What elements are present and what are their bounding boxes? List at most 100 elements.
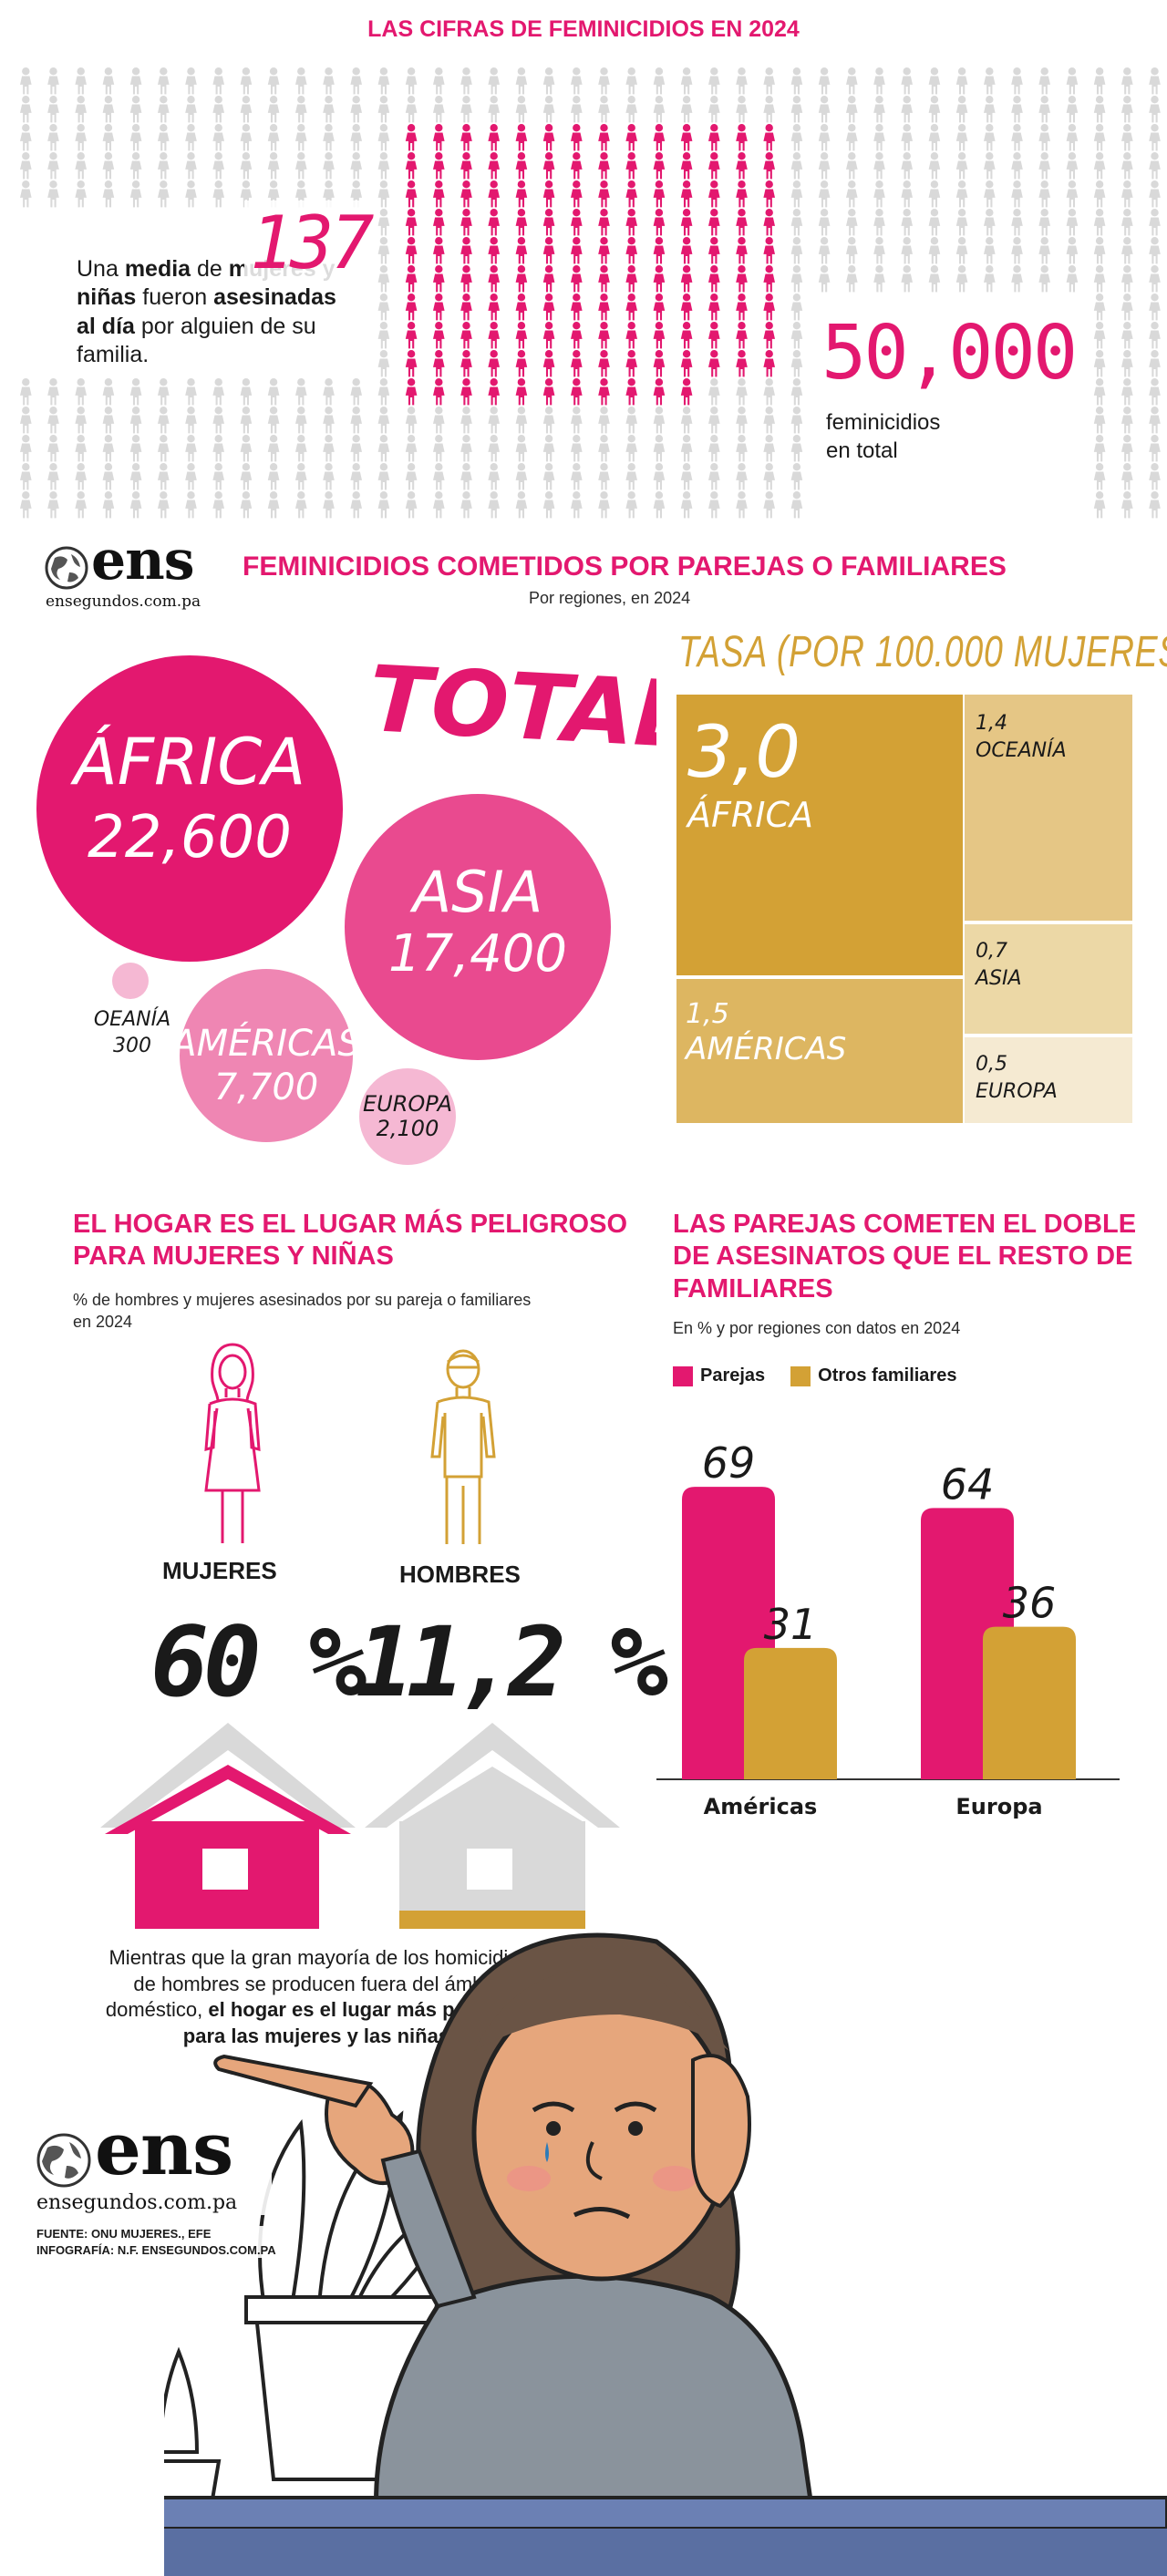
grey-figure bbox=[377, 463, 390, 490]
grey-figure bbox=[1121, 491, 1133, 519]
pink-figure bbox=[488, 209, 500, 236]
grey-figure bbox=[873, 237, 885, 264]
pink-figure bbox=[763, 152, 775, 180]
legend-item-otros: Otros familiares bbox=[790, 1365, 956, 1386]
pink-figure bbox=[708, 152, 720, 180]
grey-figure bbox=[1149, 322, 1161, 349]
grey-figure bbox=[901, 67, 913, 95]
pink-figure bbox=[433, 322, 445, 349]
grey-figure bbox=[598, 407, 610, 434]
grey-figure bbox=[240, 407, 253, 434]
grey-figure bbox=[1093, 124, 1106, 151]
grey-figure bbox=[158, 152, 170, 180]
grey-figure bbox=[1121, 152, 1133, 180]
grey-figure bbox=[955, 237, 968, 264]
pink-figure bbox=[542, 350, 555, 377]
pink-figure bbox=[736, 350, 748, 377]
grey-figure bbox=[873, 209, 885, 236]
pink-figure bbox=[460, 265, 472, 293]
grey-figure bbox=[1066, 96, 1079, 123]
pink-figure bbox=[763, 265, 775, 293]
pink-figure bbox=[598, 237, 610, 264]
grey-figure bbox=[625, 463, 637, 490]
bar-label-otros-américas: 31 bbox=[764, 1600, 818, 1649]
grey-figure bbox=[267, 407, 280, 434]
grey-figure bbox=[1121, 407, 1133, 434]
pink-figure bbox=[680, 350, 693, 377]
grey-figure bbox=[1149, 491, 1161, 519]
legend-swatch-parejas bbox=[673, 1365, 693, 1386]
legend-label-parejas: Parejas bbox=[700, 1365, 766, 1386]
grey-figure bbox=[515, 67, 528, 95]
grey-figure bbox=[790, 463, 803, 490]
footer-logo[interactable]: ens ensegundos.com.pa bbox=[35, 2106, 272, 2215]
bubble-americas-value: 7,700 bbox=[214, 1066, 319, 1108]
grey-figure bbox=[984, 180, 996, 208]
grey-figure bbox=[1093, 152, 1106, 180]
grey-figure bbox=[736, 96, 748, 123]
pink-figure bbox=[736, 265, 748, 293]
grey-figure bbox=[20, 67, 32, 95]
grey-figure bbox=[158, 180, 170, 208]
pink-figure bbox=[405, 294, 418, 321]
grey-figure bbox=[212, 67, 224, 95]
grey-figure bbox=[625, 96, 637, 123]
rate-africa-name: ÁFRICA bbox=[685, 795, 813, 835]
grey-figure bbox=[1149, 152, 1161, 180]
grey-figure bbox=[653, 491, 666, 519]
rate-cell-oceania bbox=[965, 695, 1132, 921]
grey-figure bbox=[1121, 463, 1133, 490]
grey-figure bbox=[267, 435, 280, 462]
credits-source: FUENTE: ONU MUJERES., EFE bbox=[36, 2227, 212, 2241]
grey-figure bbox=[790, 124, 803, 151]
grey-figure bbox=[267, 378, 280, 406]
pink-figure bbox=[488, 180, 500, 208]
grey-figure bbox=[873, 152, 885, 180]
grey-figure bbox=[818, 209, 831, 236]
grey-figure bbox=[185, 378, 197, 406]
grey-figure bbox=[75, 67, 87, 95]
grey-figure bbox=[708, 67, 720, 95]
pink-figure bbox=[488, 265, 500, 293]
grey-figure bbox=[846, 96, 858, 123]
grey-figure bbox=[377, 152, 390, 180]
grey-figure bbox=[1066, 152, 1079, 180]
grey-figure bbox=[1093, 67, 1106, 95]
grey-figure bbox=[377, 265, 390, 293]
grey-figure bbox=[323, 152, 335, 180]
grey-figure bbox=[653, 407, 666, 434]
pink-figure bbox=[736, 209, 748, 236]
bubble-chart: TOTAL ÁFRICA 22,600 ASIA 17,400 AMÉRICAS… bbox=[36, 645, 656, 1165]
grey-figure bbox=[790, 435, 803, 462]
grey-figure bbox=[928, 152, 941, 180]
grey-figure bbox=[790, 237, 803, 264]
grey-figure bbox=[680, 463, 693, 490]
bubble-africa bbox=[36, 655, 343, 962]
grey-figure bbox=[185, 407, 197, 434]
grey-figure bbox=[240, 124, 253, 151]
page-title: LAS CIFRAS DE FEMINICIDIOS EN 2024 bbox=[367, 16, 800, 42]
legend-label-otros: Otros familiares bbox=[818, 1365, 957, 1386]
grey-figure bbox=[75, 124, 87, 151]
grey-figure bbox=[377, 491, 390, 519]
rate-oceania-name: OCEANÍA bbox=[976, 738, 1067, 762]
grey-figure bbox=[295, 96, 307, 123]
grey-figure bbox=[405, 96, 418, 123]
pink-figure bbox=[460, 180, 472, 208]
grey-figure bbox=[1011, 180, 1023, 208]
pink-figure bbox=[763, 209, 775, 236]
pink-figure bbox=[763, 350, 775, 377]
grey-figure bbox=[75, 407, 87, 434]
pink-figure bbox=[708, 265, 720, 293]
grey-figure bbox=[350, 96, 362, 123]
brand-logo[interactable]: ens ensegundos.com.pa bbox=[44, 529, 208, 616]
pink-figure bbox=[405, 180, 418, 208]
grey-figure bbox=[928, 67, 941, 95]
grey-figure bbox=[571, 407, 583, 434]
pink-figure bbox=[405, 350, 418, 377]
grey-figure bbox=[433, 407, 445, 434]
pink-figure bbox=[571, 378, 583, 406]
chart-legend: Parejas Otros familiares bbox=[673, 1365, 956, 1386]
pink-figure bbox=[405, 322, 418, 349]
pink-figure bbox=[488, 237, 500, 264]
